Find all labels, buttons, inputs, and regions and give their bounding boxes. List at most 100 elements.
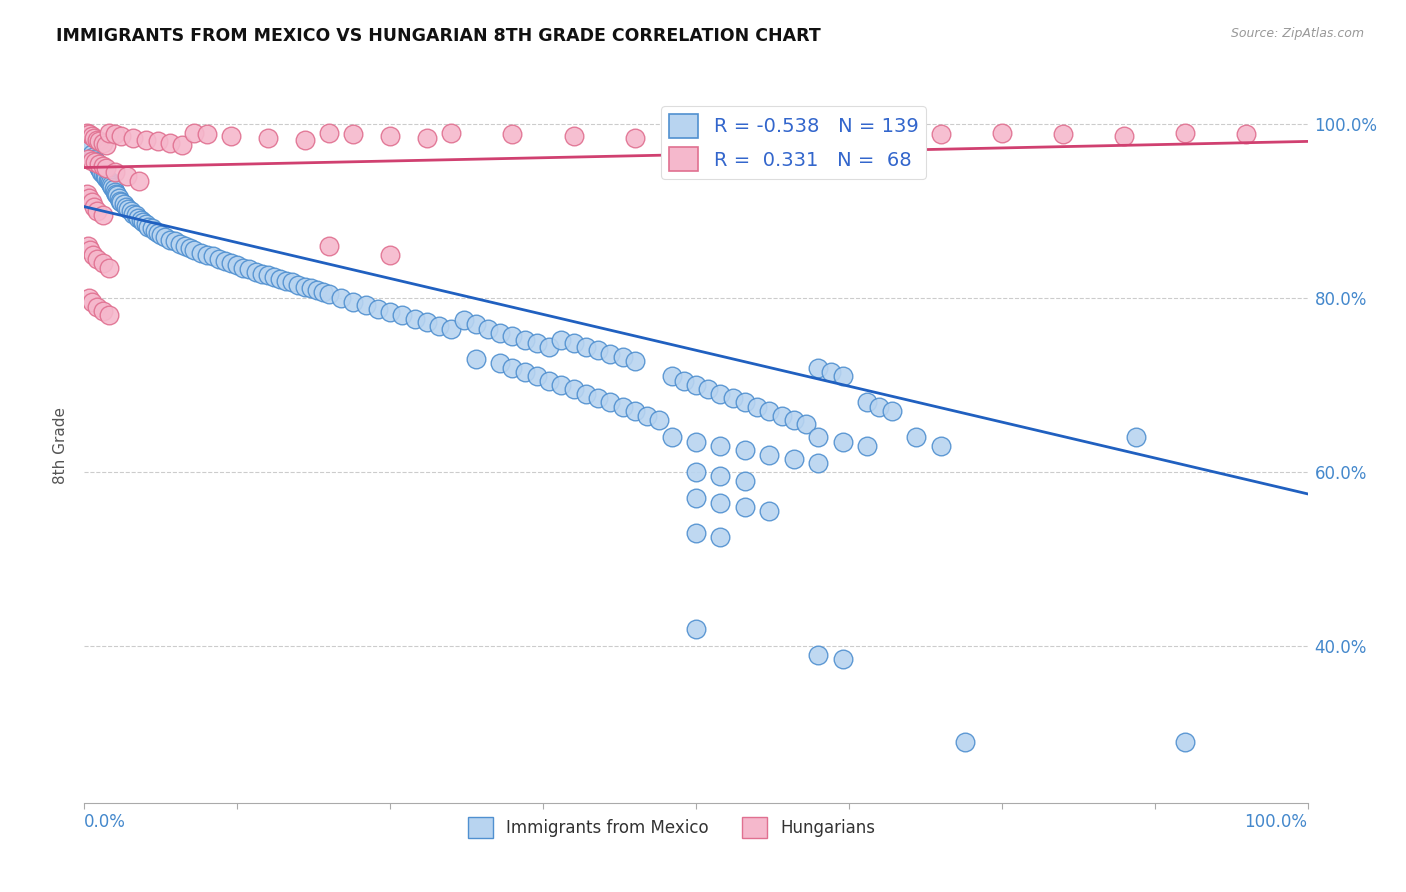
Point bbox=[146, 135, 169, 149]
Point bbox=[89, 162, 111, 177]
Point bbox=[661, 369, 683, 384]
Point bbox=[83, 200, 105, 214]
Point bbox=[1125, 430, 1147, 444]
Point bbox=[575, 340, 598, 354]
Point bbox=[991, 126, 1014, 140]
Point bbox=[831, 652, 853, 666]
Point bbox=[83, 131, 105, 145]
Point bbox=[721, 391, 744, 405]
Point bbox=[440, 126, 463, 140]
Point bbox=[90, 165, 112, 179]
Point bbox=[502, 360, 524, 375]
Point bbox=[80, 295, 103, 310]
Point bbox=[489, 356, 512, 370]
Point bbox=[464, 351, 486, 366]
Point bbox=[94, 169, 117, 184]
Point bbox=[367, 301, 389, 316]
Point bbox=[312, 285, 335, 299]
Point bbox=[80, 153, 103, 168]
Point bbox=[103, 182, 125, 196]
Point bbox=[953, 735, 976, 749]
Point bbox=[612, 400, 634, 414]
Point bbox=[624, 404, 647, 418]
Point bbox=[86, 156, 108, 170]
Point bbox=[77, 145, 100, 159]
Point bbox=[464, 317, 486, 331]
Point bbox=[856, 439, 879, 453]
Point bbox=[513, 365, 536, 379]
Point bbox=[257, 131, 280, 145]
Point bbox=[135, 133, 157, 147]
Point bbox=[105, 188, 128, 202]
Point bbox=[747, 400, 769, 414]
Point bbox=[159, 136, 181, 150]
Point bbox=[97, 173, 120, 187]
Point bbox=[250, 267, 273, 281]
Point bbox=[685, 622, 707, 636]
Point bbox=[747, 128, 769, 142]
Point bbox=[709, 386, 731, 401]
Point bbox=[107, 191, 129, 205]
Point bbox=[734, 443, 756, 458]
Point bbox=[77, 191, 100, 205]
Point bbox=[190, 245, 212, 260]
Point bbox=[87, 135, 110, 149]
Point bbox=[276, 274, 298, 288]
Point bbox=[281, 276, 304, 290]
Point bbox=[453, 313, 475, 327]
Point bbox=[115, 200, 138, 214]
Point bbox=[869, 400, 891, 414]
Point bbox=[80, 147, 103, 161]
Point bbox=[807, 648, 830, 662]
Point bbox=[294, 133, 316, 147]
Point bbox=[86, 252, 108, 266]
Point bbox=[91, 304, 114, 318]
Point bbox=[127, 211, 149, 225]
Point bbox=[477, 321, 499, 335]
Point bbox=[226, 258, 249, 272]
Point bbox=[77, 239, 100, 253]
Point bbox=[550, 378, 572, 392]
Point bbox=[208, 252, 231, 266]
Point bbox=[709, 439, 731, 453]
Point bbox=[146, 226, 169, 240]
Text: IMMIGRANTS FROM MEXICO VS HUNGARIAN 8TH GRADE CORRELATION CHART: IMMIGRANTS FROM MEXICO VS HUNGARIAN 8TH … bbox=[56, 27, 821, 45]
Point bbox=[129, 212, 152, 227]
Point bbox=[110, 129, 132, 144]
Point bbox=[685, 491, 707, 506]
Point bbox=[599, 347, 621, 361]
Point bbox=[195, 128, 218, 142]
Point bbox=[1174, 126, 1197, 140]
Point bbox=[80, 129, 103, 144]
Point bbox=[586, 343, 609, 358]
Point bbox=[238, 262, 260, 277]
Point bbox=[502, 329, 524, 343]
Point bbox=[299, 281, 322, 295]
Point bbox=[770, 409, 793, 423]
Point bbox=[91, 136, 114, 150]
Point bbox=[380, 305, 402, 319]
Point bbox=[1114, 129, 1136, 144]
Point bbox=[869, 126, 891, 140]
Point bbox=[219, 129, 242, 144]
Point bbox=[624, 131, 647, 145]
Point bbox=[86, 204, 108, 219]
Point bbox=[183, 243, 205, 257]
Point bbox=[783, 413, 806, 427]
Point bbox=[76, 186, 98, 201]
Point bbox=[526, 336, 548, 351]
Point bbox=[624, 353, 647, 368]
Point bbox=[758, 504, 780, 518]
Point bbox=[201, 249, 224, 263]
Point bbox=[214, 253, 236, 268]
Point bbox=[183, 126, 205, 140]
Point bbox=[104, 128, 127, 142]
Point bbox=[91, 256, 114, 270]
Point bbox=[697, 383, 720, 397]
Point bbox=[108, 194, 131, 208]
Point bbox=[794, 417, 817, 432]
Point bbox=[117, 202, 139, 217]
Point bbox=[807, 360, 830, 375]
Point bbox=[758, 448, 780, 462]
Legend: Immigrants from Mexico, Hungarians: Immigrants from Mexico, Hungarians bbox=[461, 811, 882, 845]
